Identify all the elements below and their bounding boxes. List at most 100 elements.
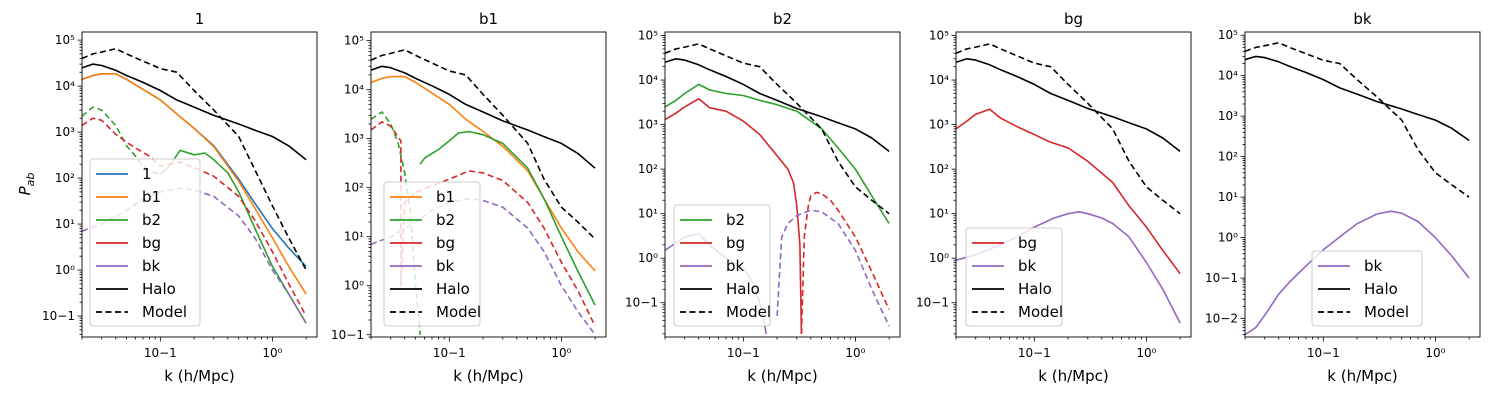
series-line-halo [371,65,596,169]
legend-label: bk [1364,257,1383,275]
subplot-3: bg k (h/Mpc) 10−1 10⁰ 10−1 10⁰ 10¹ 10² 10³ 10⁴ 10⁵… [916,10,1192,385]
series-line-halo [956,58,1181,153]
subplot-title: bg [1064,10,1083,28]
legend-box [383,181,481,327]
legend-label: Halo [436,280,470,298]
series-line-halo [665,58,890,153]
series-line-halo [82,63,307,161]
legend-box [673,204,771,327]
y-tick-label: 10³ [929,118,949,132]
series-line-bg [665,98,803,334]
series-line-model [956,43,1181,215]
y-tick-label: 10⁵ [929,29,949,43]
legend: b2 bg bk Halo Model [673,204,771,327]
legend-label: b1 [436,188,455,206]
plot-frame [81,31,318,338]
y-tick-label: 10³ [55,125,75,139]
legend-label: bk [726,257,745,275]
y-tick-label: 10−1 [916,296,949,310]
x-tick-label: 10−1 [144,346,177,360]
y-tick-label: 10¹ [1218,190,1238,204]
legend-box [89,158,201,327]
y-tick-label: 10¹ [55,217,75,231]
y-tick-label: 10⁰ [638,251,658,265]
series-line-model [665,43,890,215]
legend: 1 b1 b2 bg bk Halo Model [89,158,201,327]
series-line-b2 [665,83,890,224]
legend-label: Model [1364,303,1409,321]
y-tick-label: 10¹ [344,230,364,244]
y-tick-label: 10⁴ [638,73,658,87]
y-tick-label: 10² [344,181,364,195]
series-line-b2 [419,130,596,306]
y-tick-label: 10−1 [42,309,75,323]
legend-label: 1 [142,165,152,183]
series-line-b1 [371,75,596,272]
y-tick-label: 10⁰ [55,263,75,277]
y-tick-label: 10⁴ [929,73,949,87]
y-tick-label: 10¹ [638,207,658,221]
legend-label: bg [726,234,745,252]
subplot-2: b2 k (h/Mpc) 10−1 10⁰ 10−1 10⁰ 10¹ 10² 10³ 10⁴ 10⁵… [625,10,901,385]
legend-label: b2 [142,211,161,229]
legend-box [1311,250,1423,327]
subplot-title: b2 [773,10,792,28]
series-line-model [1245,42,1470,198]
series-line-model [82,47,307,271]
x-axis-label: k (h/Mpc) [1038,367,1108,385]
y-axis-label-main: Pab [16,173,37,196]
subplot-4: bk k (h/Mpc) 10−1 10⁰ 10−2 10−1 10⁰ 10¹ 10² 10³ 10… [1205,10,1481,385]
y-tick-label: 10−1 [331,328,364,342]
legend: bg bk Halo Model [965,227,1063,327]
legend: b1 b2 bg bk Halo Model [383,181,481,327]
plot-frame [370,31,607,338]
legend-label: Model [142,303,187,321]
y-tick-label: 10−1 [625,296,658,310]
plot-frame [955,31,1192,338]
legend-label: bk [1018,257,1037,275]
series-line-b1 [82,73,307,295]
y-tick-label: 10⁵ [638,29,658,43]
x-tick-label: 10⁰ [1425,346,1445,360]
legend-label: b1 [142,188,161,206]
subplot-title: bk [1353,10,1372,28]
series-line-b2 [159,149,307,324]
y-tick-label: 10−1 [1205,271,1238,285]
x-tick-label: 10−1 [1307,346,1340,360]
legend-label: bk [142,257,161,275]
legend-label: bg [436,234,455,252]
y-tick-label: 10² [1218,150,1238,164]
x-axis-label: k (h/Mpc) [453,367,523,385]
x-axis-label: k (h/Mpc) [1327,367,1397,385]
y-tick-label: 10³ [344,132,364,146]
legend-label: Halo [1364,280,1398,298]
plot-frame [1244,31,1481,338]
x-tick-label: 10⁰ [551,346,571,360]
x-axis-label: k (h/Mpc) [747,367,817,385]
legend-label: Halo [142,280,176,298]
subplot-0: 1 k (h/Mpc) 10−1 10⁰ 10−1 10⁰ 10¹ 10² 10³ 10⁴ 10⁵ 1… [42,10,318,385]
legend-label: bg [1018,234,1037,252]
series-line-bk [1245,210,1470,336]
y-tick-label: 10² [929,162,949,176]
legend-label: bk [436,257,455,275]
legend-label: Halo [726,280,760,298]
series-line-bg [800,191,890,334]
legend-label: bg [142,234,161,252]
y-tick-label: 10³ [1218,109,1238,123]
series-group [1245,42,1470,336]
y-tick-label: 10³ [638,118,658,132]
x-tick-label: 10−1 [1018,346,1051,360]
series-line-bk [776,209,890,327]
subplot-title: 1 [195,10,205,28]
y-tick-label: 10⁴ [1218,69,1238,83]
legend-label: Halo [1018,280,1052,298]
subplot-title: b1 [479,10,498,28]
legend: bk Halo Model [1311,250,1423,327]
x-tick-label: 10⁰ [1136,346,1156,360]
legend-box [965,227,1063,327]
y-tick-label: 10⁴ [344,83,364,97]
y-tick-label: 10−2 [1205,312,1238,326]
x-tick-label: 10−1 [727,346,760,360]
